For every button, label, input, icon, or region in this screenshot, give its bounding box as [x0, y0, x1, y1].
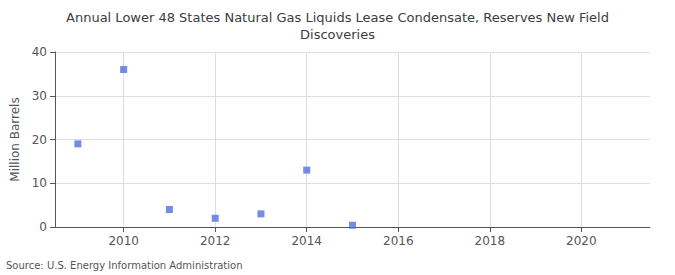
svg-text:20: 20 [32, 133, 47, 147]
svg-text:30: 30 [32, 89, 47, 103]
svg-text:2018: 2018 [475, 234, 506, 248]
svg-text:Source: U.S. Energy Informatio: Source: U.S. Energy Information Administ… [6, 260, 243, 271]
svg-text:2020: 2020 [566, 234, 597, 248]
svg-text:2016: 2016 [383, 234, 414, 248]
svg-text:Million Barrels: Million Barrels [8, 97, 22, 181]
svg-text:10: 10 [32, 176, 47, 190]
svg-text:Discoveries: Discoveries [300, 27, 375, 42]
svg-text:40: 40 [32, 45, 47, 59]
svg-text:2012: 2012 [200, 234, 231, 248]
svg-text:2010: 2010 [108, 234, 139, 248]
svg-text:2014: 2014 [291, 234, 322, 248]
svg-text:Annual Lower 48 States Natural: Annual Lower 48 States Natural Gas Liqui… [66, 10, 609, 25]
svg-text:0: 0 [39, 220, 47, 234]
